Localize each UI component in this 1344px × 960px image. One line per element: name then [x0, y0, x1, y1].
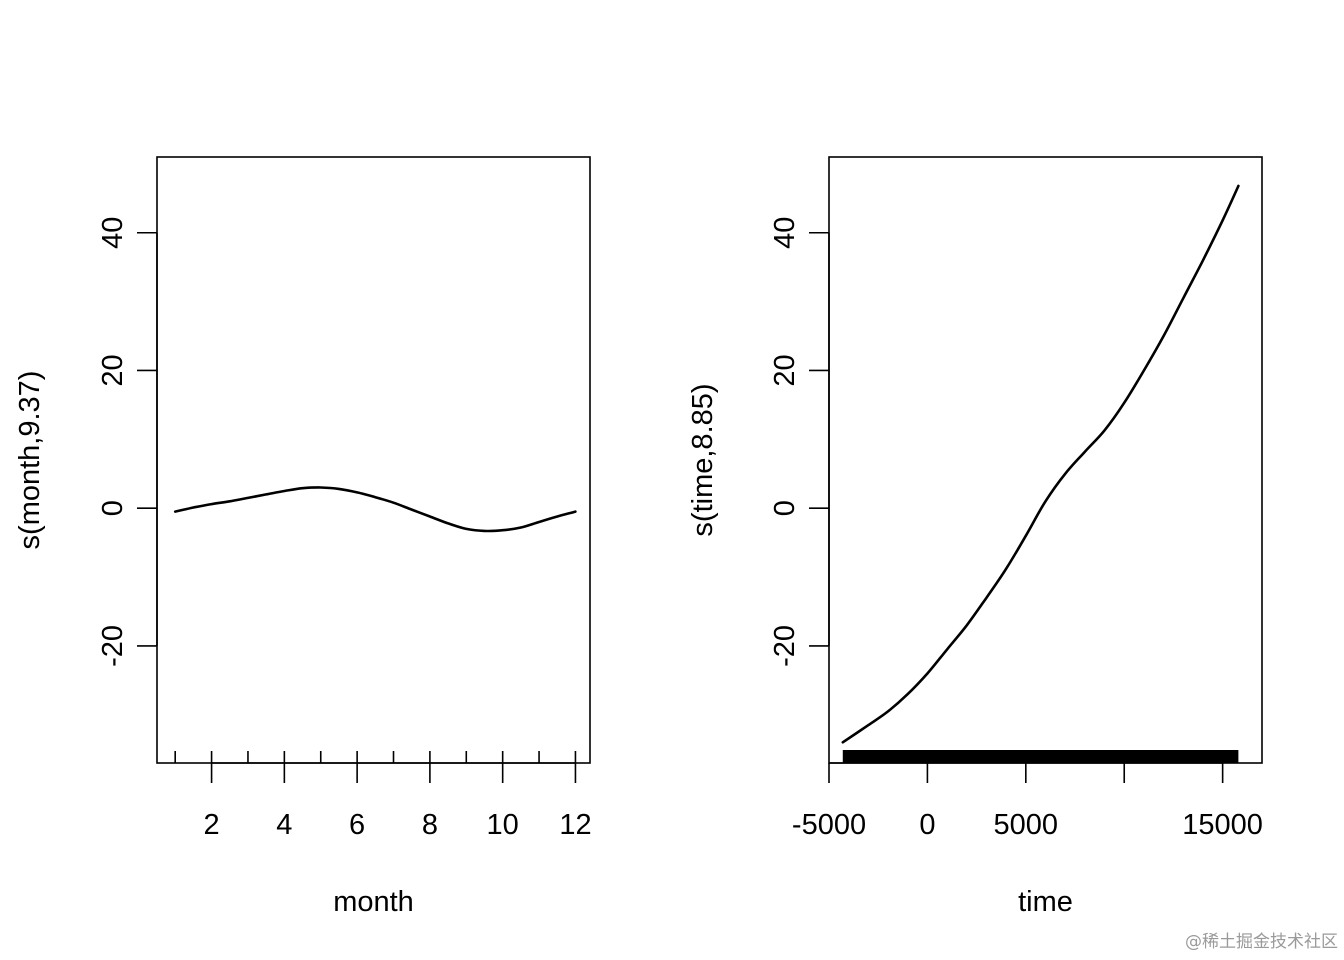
- x-tick-label: 2: [204, 809, 220, 841]
- series-line: [173, 486, 577, 533]
- x-tick-label: 12: [559, 809, 591, 841]
- y-tick-label: 0: [97, 500, 129, 516]
- y-tick-label: 40: [769, 217, 801, 249]
- series-line: [841, 184, 1240, 744]
- x-tick-label: 5000: [994, 809, 1059, 841]
- y-axis-title: s(month,9.37): [14, 371, 46, 550]
- panel-month: 2 4 6 8 10 12 -20 0 20 40 month s(month,9.37): [14, 156, 592, 918]
- x-tick-label: 15000: [1182, 809, 1263, 841]
- y-tick-label: 40: [97, 217, 129, 249]
- y-tick-label: 0: [769, 500, 801, 516]
- x-tick-label: 0: [919, 809, 935, 841]
- panel-time: -5000 0 5000 15000 -20 0 20 40 time s(time,8.85): [687, 156, 1263, 918]
- plot-frame: [156, 156, 591, 764]
- x-axis-title: time: [1018, 886, 1073, 918]
- plot-frame: [828, 156, 1263, 764]
- watermark: @稀土掘金技术社区: [1185, 932, 1338, 952]
- y-axis-title: s(time,8.85): [687, 383, 719, 536]
- x-tick-label: 8: [422, 809, 438, 841]
- y-tick-label: -20: [97, 625, 129, 667]
- x-tick-label: 10: [487, 809, 519, 841]
- rug-band: [842, 750, 1239, 763]
- x-axis-title: month: [333, 886, 414, 918]
- y-tick-label: 20: [769, 354, 801, 386]
- y-tick-label: -20: [769, 625, 801, 667]
- x-tick-label: 4: [276, 809, 292, 841]
- x-tick-label: -5000: [792, 809, 866, 841]
- y-tick-label: 20: [97, 354, 129, 386]
- x-tick-label: 6: [349, 809, 365, 841]
